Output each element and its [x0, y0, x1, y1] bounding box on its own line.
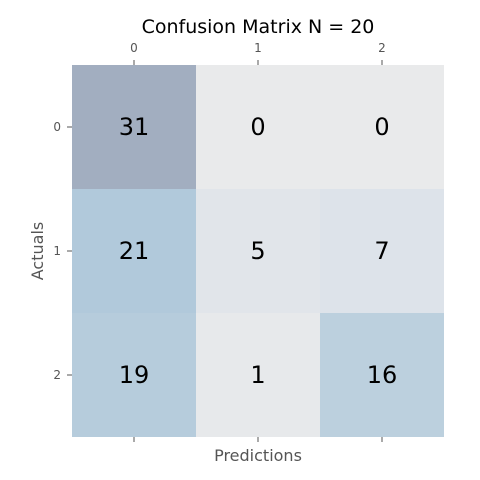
- cell-value-r1-c1: 5: [250, 237, 265, 265]
- cell-value-r1-c2: 7: [374, 237, 389, 265]
- x-axis-label: Predictions: [214, 446, 302, 465]
- heatmap-cell-r2-c2: [320, 313, 444, 437]
- heatmap-cell-r1-c1: [196, 189, 320, 313]
- cell-value-r0-c2: 0: [374, 113, 389, 141]
- heatmap-cell-r0-c2: [320, 65, 444, 189]
- heatmap-cell-r1-c0: [72, 189, 196, 313]
- y-tick-label-1: 1: [53, 244, 61, 258]
- cell-value-r2-c1: 1: [250, 361, 265, 389]
- x-tick-label-1: 1: [254, 41, 262, 55]
- heatmap-cell-labels: 31 0 0 21 5 7 19 1 16: [119, 113, 398, 389]
- y-axis-ticks: 0 1 2: [53, 120, 72, 382]
- cell-value-r2-c0: 19: [119, 361, 150, 389]
- heatmap-cell-r2-c1: [196, 313, 320, 437]
- x-axis-ticks: 0 1 2: [130, 41, 386, 442]
- y-tick-label-0: 0: [53, 120, 61, 134]
- y-tick-label-2: 2: [53, 368, 61, 382]
- heatmap-cell-r2-c0: [72, 313, 196, 437]
- heatmap-cell-r0-c0: [72, 65, 196, 189]
- x-tick-label-0: 0: [130, 41, 138, 55]
- cell-value-r0-c1: 0: [250, 113, 265, 141]
- chart-title: Confusion Matrix N = 20: [142, 16, 375, 38]
- y-axis-label: Actuals: [28, 222, 47, 280]
- cell-value-r1-c0: 21: [119, 237, 150, 265]
- heatmap-cells: [72, 65, 444, 437]
- heatmap-cell-r0-c1: [196, 65, 320, 189]
- x-tick-label-2: 2: [378, 41, 386, 55]
- heatmap-cell-r1-c2: [320, 189, 444, 313]
- cell-value-r0-c0: 31: [119, 113, 150, 141]
- cell-value-r2-c2: 16: [367, 361, 398, 389]
